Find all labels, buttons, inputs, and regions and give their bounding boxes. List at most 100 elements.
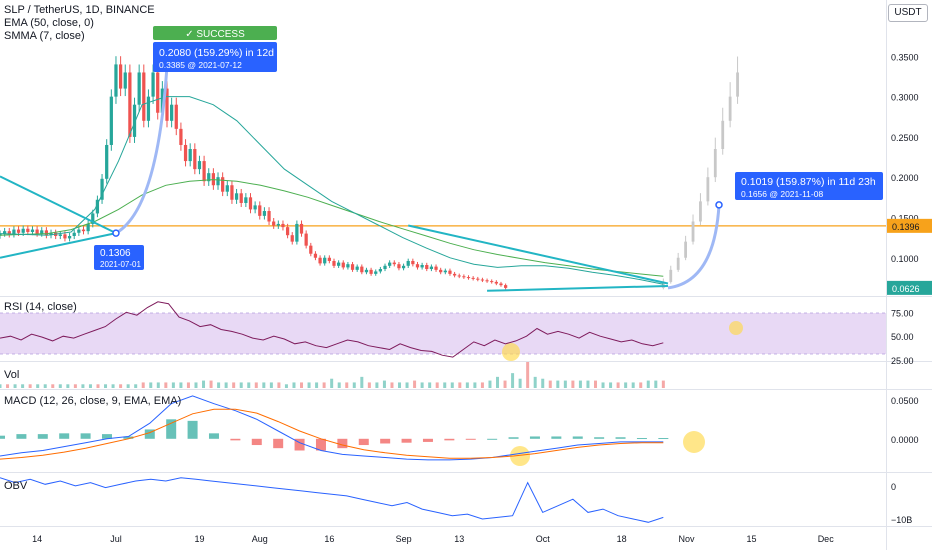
candle-body (221, 177, 225, 192)
top-callout-line1: 0.2080 (159.29%) in 12d (159, 47, 274, 59)
projected-candle-body (684, 241, 688, 258)
trendline-triangle-lower (487, 284, 669, 292)
candle-body (462, 276, 466, 278)
volume-bar (73, 384, 77, 388)
candle-body (174, 104, 178, 129)
candle-body (364, 269, 369, 273)
candle-body (21, 228, 25, 233)
obv-line (0, 477, 664, 523)
macd-legend[interactable]: MACD (12, 26, close, 9, EMA, EMA) (4, 395, 182, 407)
candle-body (105, 144, 109, 179)
ema-legend[interactable]: EMA (50, close, 0) (4, 17, 94, 29)
volume-bar (164, 382, 168, 388)
volume-bar (239, 382, 243, 388)
candle-body (378, 269, 383, 272)
anchor-point-target (715, 201, 723, 209)
time-tick-label: Dec (818, 534, 835, 544)
volume-bar (269, 382, 273, 388)
candle-body (350, 264, 355, 270)
candle-body (183, 144, 188, 162)
rsi-pane[interactable] (0, 301, 664, 358)
obv-legend[interactable]: OBV (4, 480, 28, 492)
candle-body (81, 229, 86, 232)
volume-bar (488, 380, 492, 388)
candle-body (406, 260, 410, 266)
candle-body (392, 262, 396, 265)
candle-body (7, 231, 11, 235)
projected-candle-body (736, 72, 739, 97)
volume-bar (186, 382, 190, 388)
projected-candle-body (699, 201, 702, 222)
smma-legend[interactable]: SMMA (7, close) (4, 30, 85, 42)
volume-pane[interactable] (0, 362, 665, 388)
candle-body (420, 265, 424, 268)
volume-bar (367, 382, 371, 388)
candle-body (35, 229, 39, 234)
candle-body (476, 278, 480, 280)
macd-histogram-bar (144, 429, 155, 439)
volume-legend[interactable]: Vol (4, 369, 20, 381)
candle-body (480, 279, 485, 281)
volume-bar (473, 382, 477, 388)
price-axis[interactable]: 0.40000.35000.30000.25000.20000.15000.10… (887, 12, 932, 525)
time-tick-label: Jul (110, 534, 122, 544)
currency-button[interactable]: USDT (888, 4, 928, 22)
candle-body (179, 128, 183, 145)
price-tick-label: 0.3500 (891, 52, 919, 62)
candle-body (503, 285, 508, 288)
symbol-title[interactable]: SLP / TetherUS, 1D, BINANCE (4, 4, 155, 16)
macd-pane[interactable] (0, 395, 669, 461)
macd-histogram-bar (294, 438, 305, 451)
candle-body (146, 96, 151, 121)
volume-bar (202, 380, 206, 388)
candle-body (318, 257, 322, 264)
candle-body (197, 161, 202, 170)
candle-body (170, 104, 174, 121)
macd-histogram-bar (487, 438, 498, 440)
volume-bar (28, 384, 32, 388)
candle-body (193, 149, 197, 170)
volume-bar (382, 380, 386, 388)
volume-bar (6, 384, 10, 388)
volume-bar (593, 380, 597, 388)
price-tick-label: 0.1000 (891, 254, 919, 264)
volume-bar (541, 378, 545, 388)
projected-candle-body (721, 120, 725, 149)
time-axis[interactable]: 14 Jul 19 Aug 16 Sep 13 Oct 18 Nov 15 Dec (32, 534, 834, 544)
success-badge (153, 26, 277, 40)
candle-body (253, 205, 257, 210)
volume-bar (141, 382, 145, 388)
target-callout-line2: 0.1656 @ 2021-11-08 (741, 189, 823, 199)
price-pane[interactable] (0, 56, 886, 290)
obv-pane[interactable] (0, 477, 664, 523)
candle-body (95, 199, 100, 214)
volume-bar (307, 382, 311, 388)
macd-histogram-bar (615, 437, 626, 439)
macd-histogram-bar (594, 437, 605, 439)
volume-bar (586, 380, 590, 388)
volume-bar (111, 384, 115, 388)
macd-histogram-bar (465, 438, 476, 440)
macd-histogram-bar (401, 438, 412, 443)
volume-bar (398, 382, 402, 388)
signal-line (0, 408, 664, 460)
last-price-tag (887, 280, 932, 295)
candle-body (388, 262, 392, 266)
time-tick-label: 16 (324, 534, 334, 544)
volume-bar (609, 382, 613, 388)
time-tick-label: 19 (194, 534, 204, 544)
macd-histogram-bar (444, 438, 455, 441)
candle-body (0, 233, 2, 236)
candle-body (63, 234, 67, 239)
time-tick-label: 14 (32, 534, 42, 544)
ema-line (0, 179, 664, 277)
macd-histogram-bar (187, 420, 198, 439)
candle-body (411, 260, 415, 265)
volume-bar (126, 384, 130, 388)
trendline-left-upper (0, 175, 117, 234)
rsi-legend[interactable]: RSI (14, close) (4, 301, 77, 313)
projection-arrow-july (115, 65, 169, 235)
